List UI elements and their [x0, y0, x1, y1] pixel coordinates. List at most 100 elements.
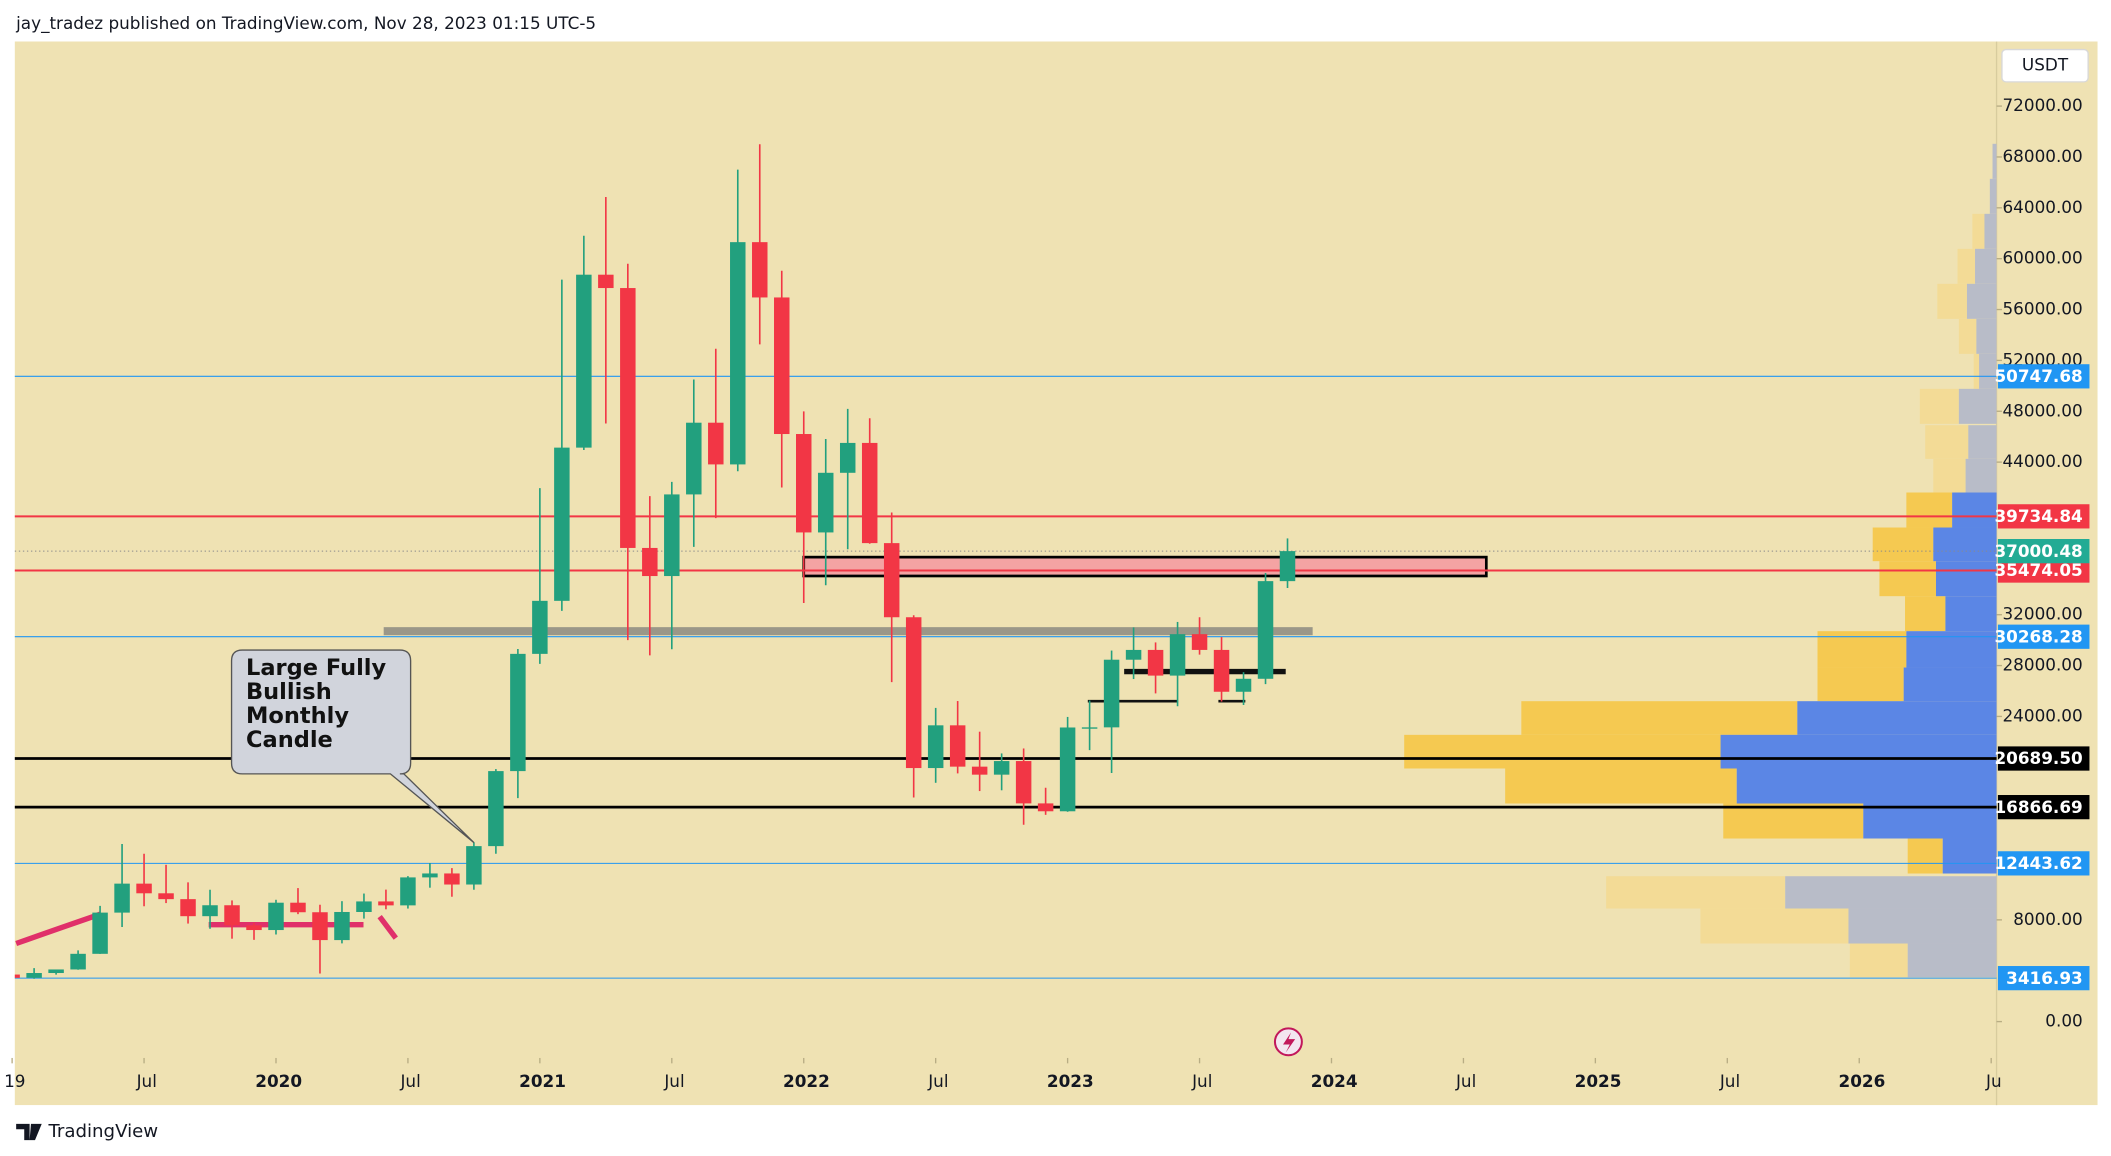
candle-body — [312, 912, 328, 941]
y-tick-label: 60000.00 — [2002, 248, 2082, 268]
annotation-callout — [230, 649, 475, 844]
candle-body — [1213, 649, 1230, 692]
candles — [14, 144, 1296, 979]
x-tick-label: 2024 — [1311, 1071, 1358, 1091]
candle-body — [26, 973, 42, 978]
header: jay_tradez published on TradingView.com,… — [15, 13, 596, 34]
candle-body — [224, 905, 240, 926]
volume-profile — [1404, 143, 1997, 978]
y-tick-label: 8000.00 — [2013, 909, 2083, 929]
candle-body — [1169, 634, 1186, 676]
x-tick-label: 2020 — [255, 1071, 302, 1091]
x-tick-label: Jul — [927, 1071, 948, 1091]
candle-body — [1147, 649, 1164, 676]
candle-body — [839, 442, 856, 473]
x-tick-label: Jul — [1455, 1071, 1476, 1091]
candle-body — [202, 905, 218, 917]
candle-body — [1125, 649, 1142, 660]
footer: TradingView — [47, 1121, 158, 1142]
candle-body — [1015, 761, 1032, 804]
candle-body — [92, 912, 108, 954]
last-price-box — [1997, 539, 2090, 564]
price-line-label-box — [1997, 746, 2090, 771]
y-tick-label: 48000.00 — [2002, 400, 2082, 420]
x-tick-label: 2025 — [1575, 1071, 1622, 1091]
candle-body — [620, 288, 636, 548]
candle-body — [510, 653, 526, 772]
candle-body — [246, 925, 262, 931]
y-tick-label: 72000.00 — [2002, 95, 2082, 115]
candle-body — [1059, 727, 1076, 812]
candle-body — [466, 846, 482, 885]
candle-body — [180, 899, 196, 917]
currency[interactable]: USDT — [2022, 55, 2069, 75]
price-line-label-box — [1997, 851, 2090, 876]
price-line-label: 12443.62 — [1994, 853, 2082, 873]
x-tick-label: Ju — [1985, 1071, 2002, 1091]
price-line-label: 35474.05 — [1994, 560, 2082, 580]
candle-body — [905, 617, 922, 769]
candle-body — [708, 422, 724, 465]
candle-body — [730, 242, 746, 465]
price-line-label: 3416.93 — [2006, 968, 2083, 988]
x-tick-label: 2022 — [783, 1071, 830, 1091]
candle-body — [927, 725, 944, 769]
price-line-label: 50747.68 — [1994, 366, 2082, 386]
candle-body — [883, 543, 900, 618]
price-line-label: 20689.50 — [1994, 748, 2082, 768]
candle-body — [136, 883, 152, 894]
candle-body — [598, 274, 614, 289]
y-tick-label: 0.00 — [2045, 1011, 2082, 1031]
y-tick-label: 56000.00 — [2002, 299, 2082, 319]
candle-body — [70, 953, 86, 970]
y-tick-label: 64000.00 — [2002, 197, 2082, 217]
candle-body — [796, 434, 812, 533]
currency-box[interactable] — [2001, 48, 2089, 83]
price-line-label-box — [1997, 795, 2090, 820]
axes: 0.00 8000.00 24000.00 28000.00 32000.00 44000… — [4, 95, 2090, 1091]
candle-body — [488, 771, 504, 847]
price-line-label-box — [1997, 624, 2090, 649]
candle-body — [664, 494, 680, 577]
candle-body — [158, 893, 174, 900]
price-line-label-box — [1997, 504, 2090, 529]
x-tick-label: 2023 — [1047, 1071, 1094, 1091]
candle-body — [444, 873, 460, 885]
candle-body — [268, 902, 284, 931]
price-line-label: 16866.69 — [1994, 797, 2082, 817]
x-tick-label: 2026 — [1839, 1071, 1886, 1091]
x-tick-label: Jul — [136, 1071, 157, 1091]
price-line-label-box — [1997, 966, 2090, 991]
logo-mark — [16, 1123, 42, 1141]
candle-body — [14, 974, 20, 978]
y-tick-label: 28000.00 — [2002, 655, 2082, 675]
candle-body — [356, 901, 372, 912]
candle-body — [400, 877, 416, 906]
candle-body — [48, 969, 64, 974]
candle-body — [861, 442, 878, 544]
candle-body — [114, 883, 130, 913]
event-bolt — [1283, 1032, 1296, 1053]
y-tick-label: 44000.00 — [2002, 451, 2082, 471]
x-tick-label: Jul — [1719, 1071, 1740, 1091]
candle-body — [642, 547, 658, 577]
candle-body — [993, 761, 1010, 775]
candle-body — [334, 911, 350, 941]
candle-body — [554, 447, 570, 601]
y-tick-label: 24000.00 — [2002, 705, 2082, 725]
y-tick-label: 32000.00 — [2002, 604, 2082, 624]
x-tick-label: Jul — [1191, 1071, 1212, 1091]
y-tick-label: 68000.00 — [2002, 146, 2082, 166]
price-line-label-box — [1997, 364, 2090, 389]
candle-body — [378, 901, 394, 906]
candle-body — [1103, 659, 1120, 728]
candle-body — [422, 873, 438, 878]
candle-body — [752, 242, 768, 298]
price-line-label: 30268.28 — [1994, 626, 2082, 646]
candle-body — [576, 274, 592, 448]
candle-body — [949, 725, 966, 767]
x-tick-label: 19 — [4, 1071, 25, 1091]
candle-body — [1257, 581, 1274, 679]
